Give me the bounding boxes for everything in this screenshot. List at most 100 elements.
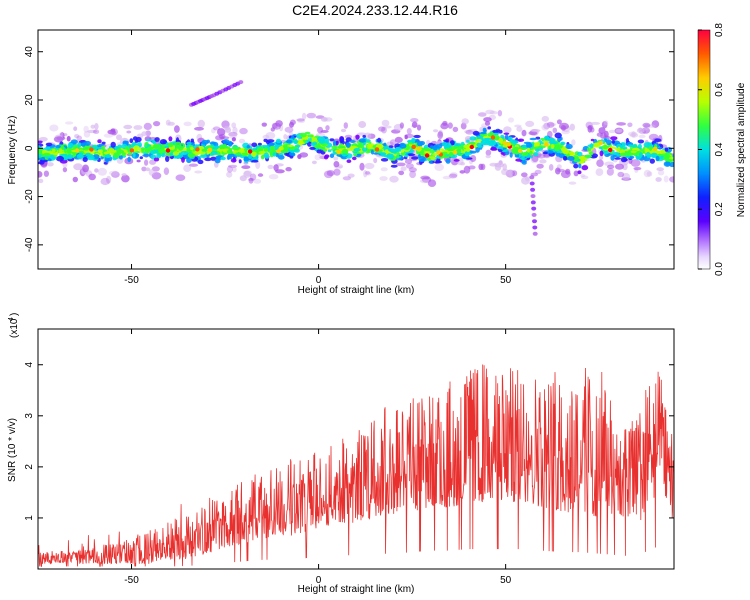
- spectrogram-cell: [190, 146, 194, 151]
- spectrogram-cell: [323, 149, 328, 152]
- spectrogram-cell: [144, 159, 149, 166]
- spectrogram-cell: [53, 136, 64, 143]
- spectrogram-cell: [357, 153, 362, 157]
- spectrogram-hotspot: [129, 148, 135, 153]
- spectrogram-cell: [598, 127, 606, 134]
- spectrogram-cell: [309, 146, 316, 150]
- spectrogram-cell: [143, 122, 152, 130]
- spectrogram-cell: [389, 175, 399, 183]
- spectrogram-cell: [232, 166, 237, 173]
- spectrogram-cell: [501, 168, 509, 176]
- spectrogram-cell: [577, 151, 583, 157]
- spectrogram-cell: [636, 127, 645, 134]
- spectrogram-cell: [447, 122, 453, 129]
- spectrogram-cell: [508, 117, 514, 123]
- spectrogram-cell: [314, 154, 322, 161]
- spectrogram-cell: [500, 134, 505, 139]
- x-tick-label: 50: [500, 575, 512, 586]
- spectrogram-cell: [651, 120, 660, 128]
- snr-multiplier-exponent: 4: [8, 317, 15, 321]
- spectrogram-cell: [443, 139, 448, 142]
- spectrogram-cell: [52, 148, 56, 153]
- spectrogram-cell: [153, 121, 161, 127]
- spectrogram-cell: [503, 126, 512, 134]
- spectrogram-cell: [293, 148, 300, 153]
- y-tick-label: 2: [24, 464, 35, 470]
- spectrogram-hotspot: [336, 149, 341, 155]
- y-tick-label: 1: [24, 515, 35, 521]
- snr-line: [38, 364, 674, 567]
- spectrogram-cell: [465, 129, 474, 135]
- spectrogram-cell: [537, 153, 546, 159]
- spectrogram-cell: [560, 170, 571, 179]
- spectrogram-cell: [226, 149, 233, 154]
- spectrogram-cell: [266, 139, 275, 143]
- spectrogram-cell: [434, 161, 441, 164]
- spectrogram-cell: [215, 135, 225, 141]
- spectrogram-cell: [141, 148, 145, 153]
- spectrogram-cell: [133, 145, 140, 152]
- spectrogram-cell: [500, 151, 504, 155]
- spectrogram-cell: [183, 164, 192, 172]
- spectrogram-hotspot: [276, 149, 281, 154]
- spectrogram-cell: [253, 178, 262, 184]
- spectrogram-cell: [575, 156, 579, 160]
- spectrogram-cell: [627, 144, 633, 147]
- spectrogram-cell: [465, 146, 471, 152]
- spectrogram-cell: [280, 149, 288, 154]
- spectrogram-cell: [145, 139, 153, 142]
- spectrogram-cell: [475, 146, 480, 153]
- spectrogram-cell: [297, 154, 302, 160]
- spectrogram-cell: [595, 168, 604, 177]
- spectrogram-cell: [278, 153, 284, 156]
- spectrogram-panel: -50 0 50 -40 -20 0 20 40 Height of straight lin…: [7, 29, 675, 296]
- snr-ticks: -50 0 50 1 2 3 4: [24, 329, 674, 586]
- spectrogram-cell: [657, 153, 663, 157]
- colorbar-tick-label: 0.6: [714, 82, 725, 96]
- spectrogram-cell: [540, 137, 546, 141]
- spectrogram-cell: [466, 139, 470, 143]
- spectrogram-cell: [323, 170, 334, 179]
- spectrogram-cell: [596, 159, 604, 167]
- spectrogram-cell: [265, 132, 276, 140]
- spectrogram-cell: [149, 159, 157, 165]
- spectrogram-cell: [306, 112, 317, 119]
- spectrogram-cell: [110, 128, 118, 136]
- spectrogram-cell: [67, 142, 74, 149]
- spectrogram-cell: [521, 161, 527, 165]
- spectrogram-cell: [62, 133, 68, 137]
- spectrogram-cell: [204, 157, 212, 162]
- spectrogram-cell: [406, 128, 412, 135]
- spectrogram-cell: [429, 160, 433, 164]
- spectrogram-cell: [109, 170, 119, 176]
- spectrogram-cell: [384, 149, 389, 154]
- x-tick-label: -50: [124, 275, 139, 286]
- spectrogram-cell: [45, 142, 53, 147]
- spectrogram-cell: [458, 146, 462, 150]
- spectrogram-cell: [460, 162, 465, 166]
- spectrogram-hotspot: [424, 153, 430, 158]
- spectrogram-cell: [552, 127, 558, 134]
- spectrogram-cell: [381, 126, 387, 134]
- spectrogram-cell: [637, 143, 642, 150]
- spectrogram-cell: [275, 120, 283, 127]
- spectrogram-cell: [116, 134, 122, 141]
- spectrogram-cell: [423, 147, 432, 152]
- spectrogram-cell: [78, 152, 84, 159]
- spectrogram-cell: [400, 166, 407, 172]
- spectrogram-cell: [388, 145, 394, 149]
- x-tick-label: 0: [316, 575, 322, 586]
- spectrogram-cell: [103, 151, 110, 155]
- spectrogram-cell: [38, 140, 43, 144]
- spectrogram-cell: [282, 146, 290, 150]
- spectrogram-cell: [560, 125, 567, 131]
- spectrogram-cell: [482, 142, 490, 146]
- spectrogram-hotspot: [502, 140, 507, 146]
- spectrogram-cell: [255, 161, 261, 170]
- spectrogram-cell: [67, 154, 74, 160]
- spectrogram-hotspot: [452, 150, 458, 155]
- spectrogram-cell: [411, 137, 416, 144]
- spectrogram-cell: [586, 147, 592, 152]
- spectrogram-cell: [289, 119, 296, 126]
- spectrogram-cell: [521, 176, 530, 185]
